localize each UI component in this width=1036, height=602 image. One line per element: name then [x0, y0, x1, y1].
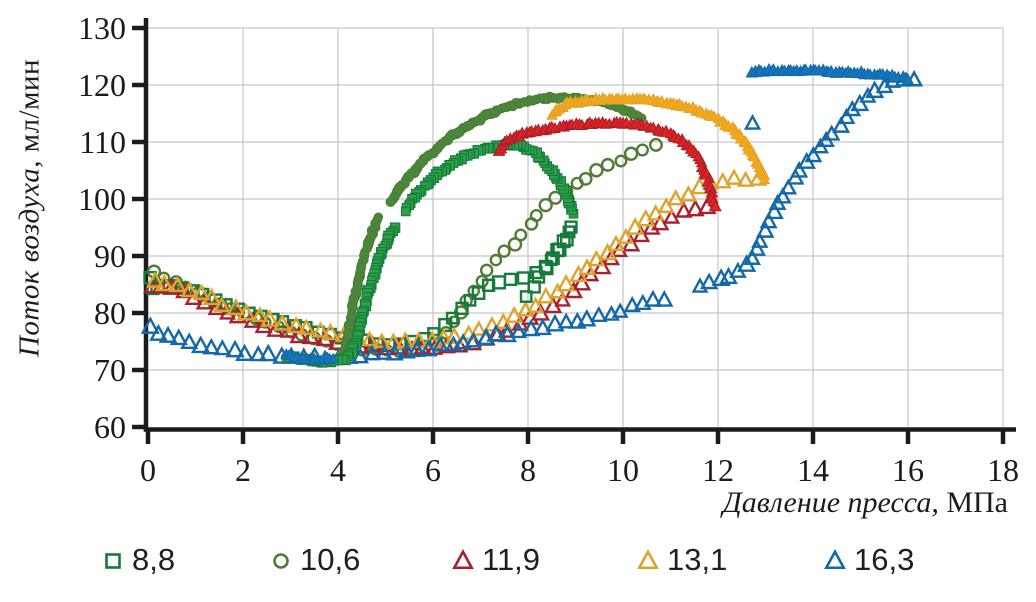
legend-item-8-8: 8,8 — [100, 540, 175, 580]
svg-text:130: 130 — [78, 10, 126, 46]
svg-text:2: 2 — [235, 452, 251, 488]
legend-label: 11,9 — [482, 542, 541, 577]
svg-text:70: 70 — [94, 352, 126, 388]
legend-item-13-1: 13,1 — [635, 540, 727, 580]
legend-item-16-3: 16,3 — [822, 540, 914, 580]
legend-label: 10,6 — [300, 542, 361, 577]
svg-text:18: 18 — [987, 452, 1019, 488]
svg-text:90: 90 — [94, 238, 126, 274]
triangle-marker-icon — [822, 547, 848, 573]
x-axis-title-text: Давление пресса, — [722, 486, 939, 519]
triangle-marker-icon — [635, 547, 661, 573]
svg-text:4: 4 — [330, 452, 346, 488]
y-axis-title: Поток воздуха, мл/мин — [14, 59, 47, 357]
legend-label: 8,8 — [132, 542, 176, 577]
svg-text:6: 6 — [425, 452, 441, 488]
svg-text:12: 12 — [702, 452, 734, 488]
svg-text:60: 60 — [94, 409, 126, 445]
svg-text:8: 8 — [520, 452, 536, 488]
svg-text:100: 100 — [78, 181, 126, 217]
svg-text:0: 0 — [140, 452, 156, 488]
svg-text:120: 120 — [78, 67, 126, 103]
x-axis-title-unit: МПа — [938, 486, 1008, 519]
y-axis-title-text: Поток воздуха, — [13, 160, 46, 358]
legend-label: 16,3 — [854, 542, 915, 577]
svg-text:110: 110 — [79, 124, 126, 160]
legend-item-10-6: 10,6 — [268, 540, 360, 580]
square-marker-icon — [100, 547, 126, 573]
x-axis-title: Давление пресса, МПа — [723, 486, 1008, 520]
svg-text:80: 80 — [94, 295, 126, 331]
svg-text:10: 10 — [607, 452, 639, 488]
legend: 8,8 10,6 11,9 13,1 16,3 — [0, 540, 1036, 584]
circle-marker-icon — [268, 547, 294, 573]
svg-text:14: 14 — [797, 452, 829, 488]
triangle-marker-icon — [450, 547, 476, 573]
legend-label: 13,1 — [667, 542, 728, 577]
y-axis-title-unit: мл/мин — [13, 58, 46, 161]
svg-text:16: 16 — [892, 452, 924, 488]
legend-item-11-9: 11,9 — [450, 540, 540, 580]
